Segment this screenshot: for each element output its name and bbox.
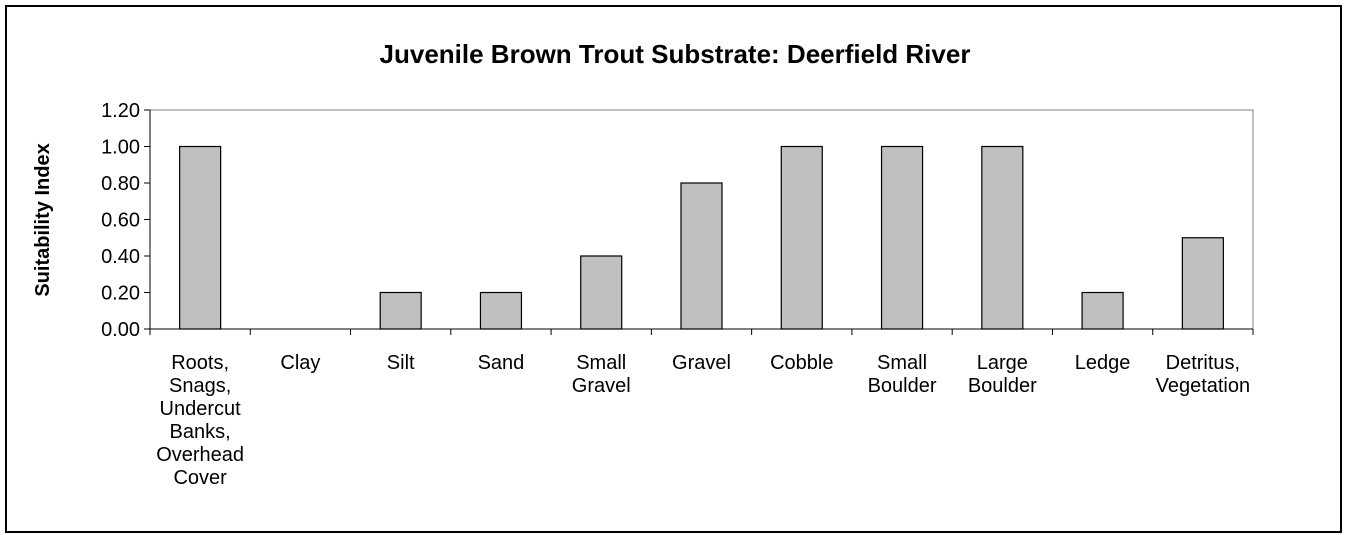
x-category-label: Ledge <box>1075 352 1131 374</box>
bar <box>780 145 823 330</box>
bar <box>580 255 623 330</box>
x-category-label: Sand <box>478 352 525 374</box>
y-tick-label: 1.20 <box>101 100 140 122</box>
y-tick-label: 0.80 <box>101 173 140 195</box>
bar <box>1081 291 1124 330</box>
category-labels-group: Roots, Snags, Undercut Banks, Overhead Cover C… <box>156 352 1250 489</box>
chart-frame: Juvenile Brown Trout Substrate: Deerfiel… <box>5 5 1342 533</box>
chart-title: Juvenile Brown Trout Substrate: Deerfiel… <box>380 39 971 69</box>
x-category-label: Detritus, Vegetation <box>1156 352 1251 397</box>
bars-group <box>179 145 1224 330</box>
bar <box>379 291 422 330</box>
x-category-label: Cobble <box>770 352 833 374</box>
x-category-label: Silt <box>387 352 415 374</box>
x-category-label: Roots, Snags, Undercut Banks, Overhead Cover <box>156 352 244 489</box>
x-category-label: Small Gravel <box>572 352 631 397</box>
y-tick-label: 0.20 <box>101 283 140 305</box>
y-tick-label: 0.60 <box>101 210 140 232</box>
y-ticks-group: 0.00 0.20 0.40 0.60 0.80 1.00 1.20 <box>101 100 150 341</box>
bar <box>880 145 924 330</box>
bar-chart: Juvenile Brown Trout Substrate: Deerfiel… <box>32 39 1254 489</box>
bar <box>1181 237 1224 330</box>
bar <box>981 145 1024 330</box>
y-tick-label: 1.00 <box>101 137 140 159</box>
y-axis-label: Suitability Index <box>32 143 54 296</box>
y-tick-label: 0.00 <box>101 319 140 341</box>
bar <box>680 182 723 330</box>
bar <box>479 291 523 330</box>
x-category-label: Small Boulder <box>868 352 937 397</box>
x-category-label: Large Boulder <box>968 352 1037 397</box>
bar <box>179 145 222 330</box>
x-category-label: Clay <box>280 352 320 374</box>
y-tick-label: 0.40 <box>101 246 140 268</box>
x-category-label: Gravel <box>672 352 731 374</box>
